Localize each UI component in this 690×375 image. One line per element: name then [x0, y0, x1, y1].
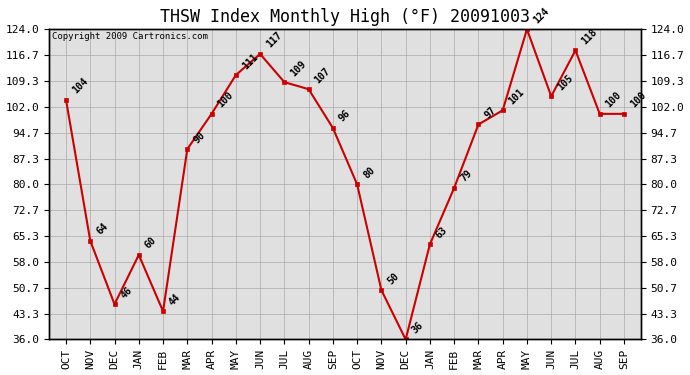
Text: 104: 104 [70, 76, 90, 96]
Text: 60: 60 [143, 236, 158, 251]
Text: 64: 64 [95, 221, 110, 237]
Text: 100: 100 [216, 90, 235, 110]
Text: 50: 50 [386, 271, 401, 286]
Text: 80: 80 [362, 165, 377, 180]
Text: 111: 111 [240, 51, 259, 71]
Text: 96: 96 [337, 108, 353, 124]
Text: 46: 46 [119, 285, 134, 300]
Text: 90: 90 [192, 130, 207, 145]
Text: 36: 36 [410, 320, 425, 335]
Text: 97: 97 [482, 105, 498, 120]
Text: 79: 79 [458, 168, 474, 184]
Text: 118: 118 [580, 27, 599, 46]
Text: 100: 100 [604, 90, 624, 110]
Text: Copyright 2009 Cartronics.com: Copyright 2009 Cartronics.com [52, 32, 208, 41]
Text: 107: 107 [313, 66, 333, 85]
Text: 44: 44 [167, 292, 183, 307]
Text: 63: 63 [434, 225, 449, 240]
Title: THSW Index Monthly High (°F) 20091003: THSW Index Monthly High (°F) 20091003 [160, 8, 530, 26]
Text: 124: 124 [531, 6, 551, 25]
Text: 105: 105 [555, 72, 575, 92]
Text: 101: 101 [507, 87, 526, 106]
Text: 109: 109 [288, 58, 308, 78]
Text: 100: 100 [628, 90, 648, 110]
Text: 117: 117 [264, 30, 284, 50]
